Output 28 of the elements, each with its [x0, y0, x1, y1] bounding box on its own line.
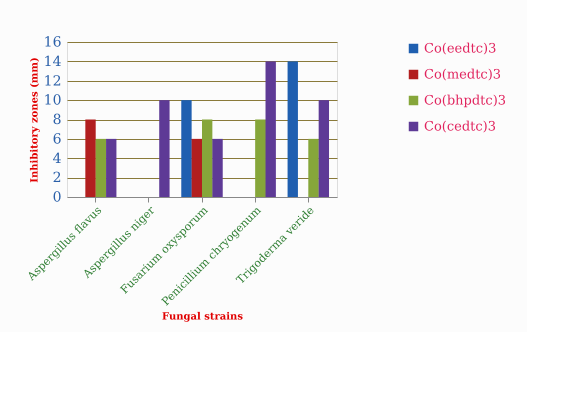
bar — [106, 138, 116, 197]
x-axis-title: Fungal strains — [162, 312, 244, 323]
y-tick-label: 6 — [52, 131, 62, 148]
y-tick-label: 4 — [52, 150, 62, 167]
legend-label: Co(eedtc)3 — [424, 42, 496, 56]
bar — [318, 100, 330, 197]
bar — [255, 120, 266, 197]
bar — [212, 138, 223, 197]
bar — [266, 61, 276, 197]
bar — [202, 120, 212, 197]
y-tick-label: 12 — [44, 73, 62, 90]
bar — [159, 100, 170, 197]
y-tick-label: 16 — [44, 34, 62, 50]
legend-label: Co(bhpdtc)3 — [424, 94, 506, 108]
bar — [288, 61, 298, 197]
bar — [85, 120, 96, 197]
legend-label: Co(medtc)3 — [424, 68, 502, 82]
y-tick-label: 10 — [44, 92, 62, 109]
y-tick-label: 0 — [52, 190, 62, 206]
bar — [308, 138, 319, 197]
bar — [96, 138, 106, 197]
legend-label: Co(cedtc)3 — [424, 120, 496, 134]
y-axis-title: Inhibitory zones (mm) — [30, 57, 41, 183]
bar — [181, 100, 192, 197]
y-tick-label: 8 — [52, 112, 62, 128]
y-tick-label: 2 — [52, 170, 62, 186]
bar — [192, 138, 202, 197]
y-tick-label: 14 — [44, 54, 62, 70]
